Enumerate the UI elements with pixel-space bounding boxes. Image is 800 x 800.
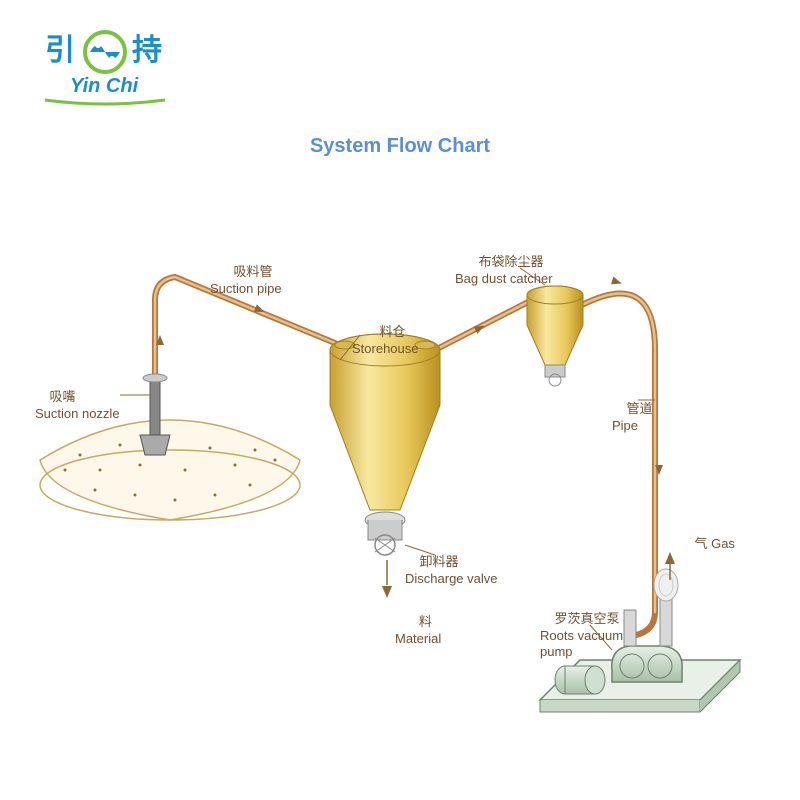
label-suction-pipe: 吸料管Suction pipe bbox=[210, 248, 282, 313]
label-suction-nozzle: 吸嘴Suction nozzle bbox=[35, 373, 120, 438]
label-pipe: 管道Pipe bbox=[612, 385, 652, 450]
label-pump: 罗茨真空泵Roots vacuum pump bbox=[540, 595, 623, 676]
label-gas: 气 Gas bbox=[680, 520, 735, 569]
label-material: 料Material bbox=[395, 598, 441, 663]
label-storehouse: 料仓Storehouse bbox=[352, 308, 419, 373]
transfer-pipe-2 bbox=[582, 293, 655, 612]
label-discharge: 卸料器Discharge valve bbox=[405, 538, 498, 603]
diagram-canvas: 引 持 Yin Chi System Flow Chart bbox=[0, 0, 800, 800]
discharge-valve-icon bbox=[365, 512, 405, 555]
flow-diagram bbox=[0, 0, 800, 800]
label-bag-dust: 布袋除尘器Bag dust catcher bbox=[455, 238, 553, 303]
